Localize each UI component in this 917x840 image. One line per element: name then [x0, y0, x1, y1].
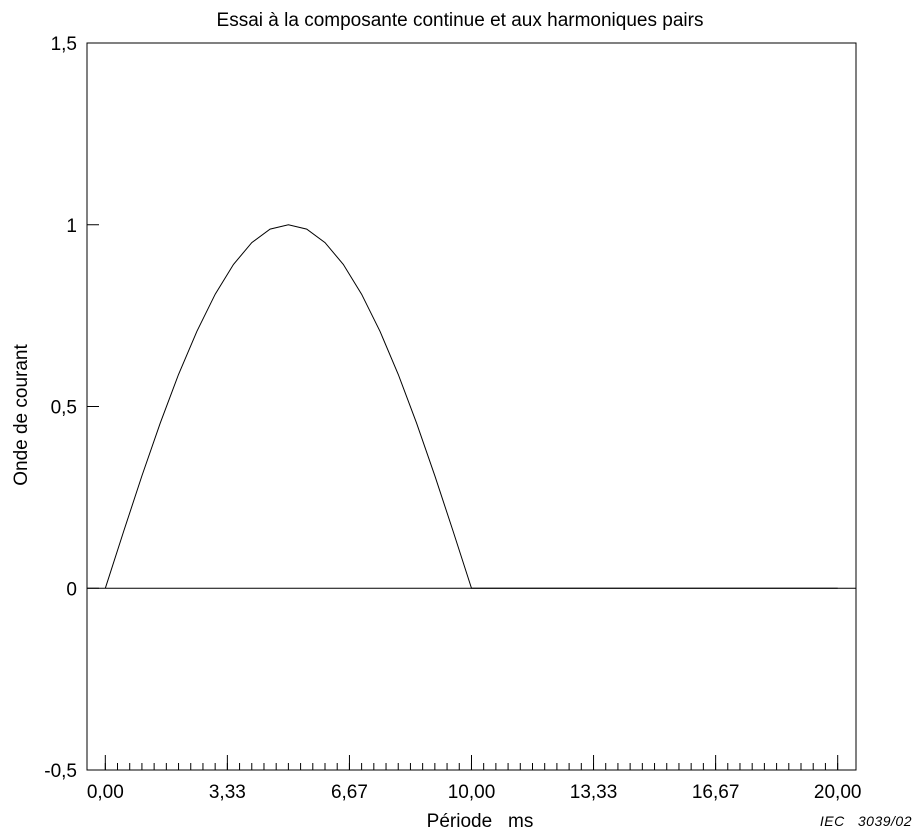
y-tick-label: 0	[66, 579, 77, 600]
x-tick-label: 0,00	[87, 782, 124, 803]
y-tick-label: -0,5	[44, 761, 77, 782]
series-line-current	[104, 224, 838, 589]
x-tick-label: 16,67	[692, 782, 740, 803]
y-tick-label: 0,5	[51, 398, 77, 419]
y-axis-label: Onde de courant	[11, 344, 32, 486]
x-tick-label: 6,67	[331, 782, 368, 803]
figure-credit: IEC 3039/02	[820, 813, 912, 829]
x-tick-label: 13,33	[570, 782, 618, 803]
x-axis-label: Période ms	[427, 811, 534, 832]
y-tick-label: 1	[66, 216, 77, 237]
plot-frame	[86, 42, 857, 771]
x-tick-label: 20,00	[814, 782, 862, 803]
x-tick-label: 10,00	[448, 782, 496, 803]
x-axis: 0,00 3,33 6,67 10,00 13,33 16,67 20,00	[87, 755, 862, 803]
y-tick-label: 1,5	[51, 34, 77, 55]
chart-title: Essai à la composante continue et aux ha…	[217, 10, 704, 31]
y-axis: -0,5 0 0,5 1 1,5	[44, 34, 99, 782]
x-tick-label: 3,33	[209, 782, 246, 803]
